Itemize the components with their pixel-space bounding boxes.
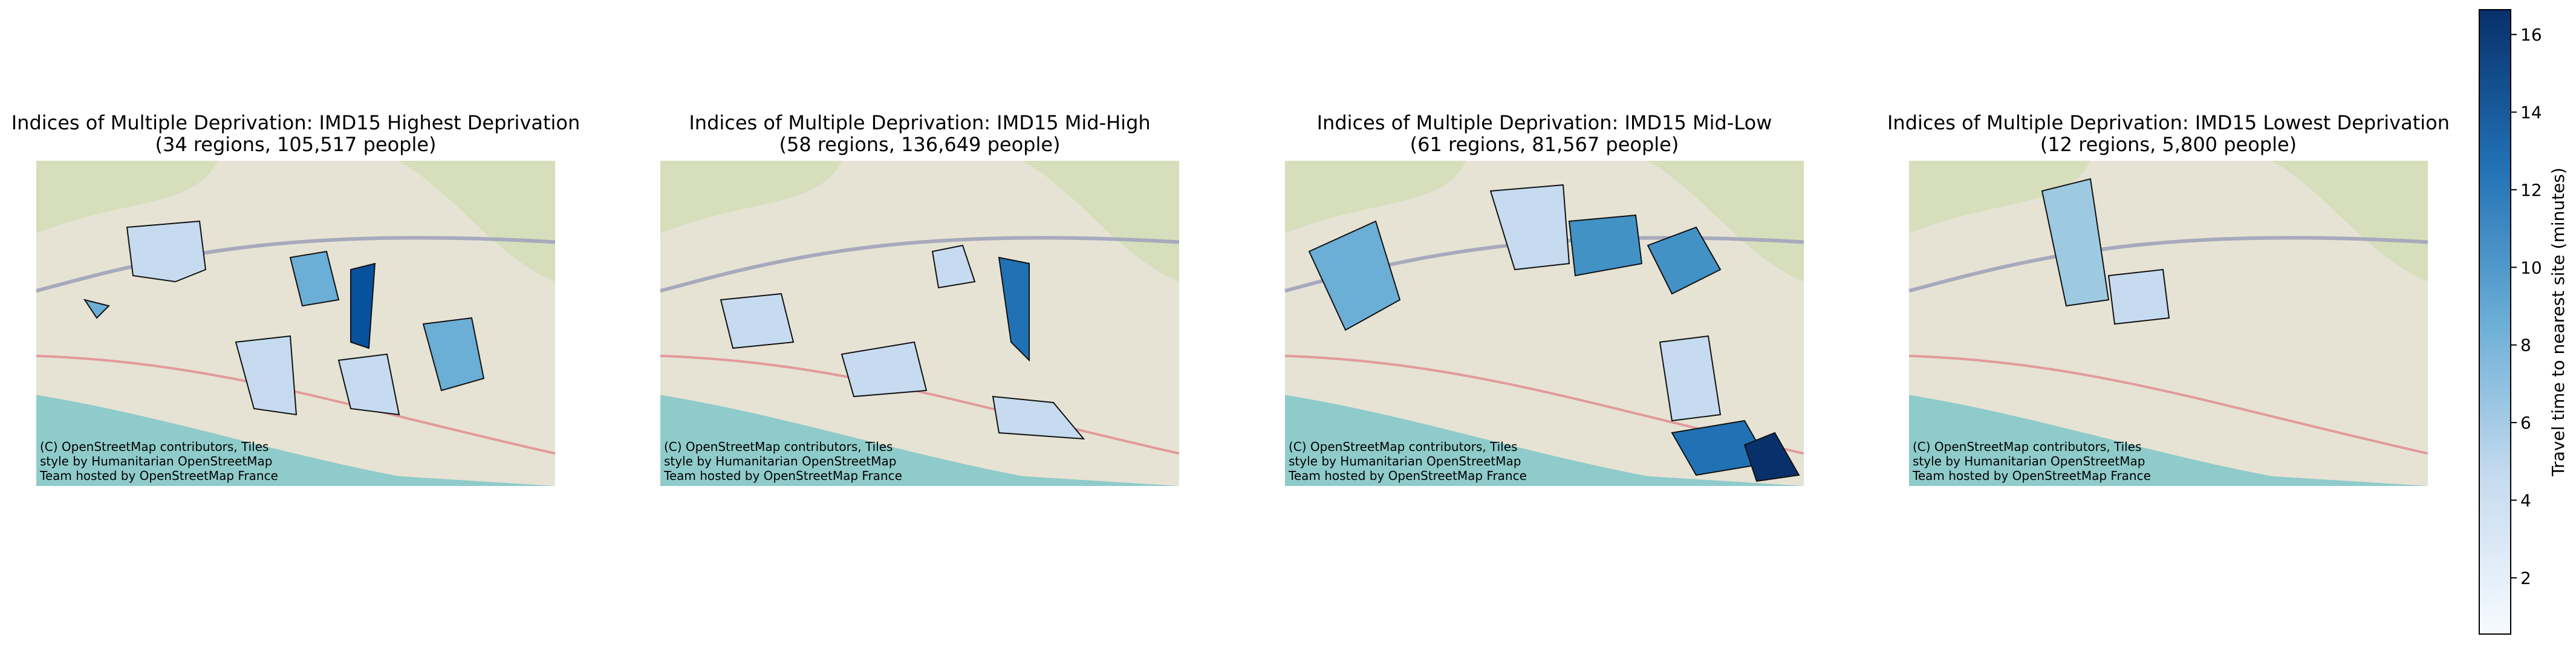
road [1908,236,2428,293]
panel-subtitle: (12 regions, 5,800 people) [2040,133,2297,156]
attribution: style by Humanitarian OpenStreetMap [1913,454,2145,468]
attribution: (C) OpenStreetMap contributors, Tiles [1913,439,2141,454]
sea [1909,395,2428,486]
region [350,262,376,349]
panel-subtitle: (34 regions, 105,517 people) [155,133,436,156]
colorbar-tick-label: 14 [2520,102,2542,122]
attribution: (C) OpenStreetMap contributors, Tiles [40,439,268,454]
attribution: Team hosted by OpenStreetMap France [1288,468,1527,483]
attribution: style by Humanitarian OpenStreetMap [1289,454,1521,468]
panel-subtitle: (61 regions, 81,567 people) [1410,133,1679,156]
map-panel: (C) OpenStreetMap contributors, Tilessty… [36,161,556,486]
region [2107,268,2170,325]
road [36,236,556,293]
region [992,395,1085,440]
region [1743,432,1800,482]
region [126,220,207,283]
region [83,299,110,319]
colorbar [2479,9,2511,635]
colorbar-tick-label: 16 [2520,25,2542,45]
sea [36,395,555,486]
attribution: (C) OpenStreetMap contributors, Tiles [1289,439,1517,454]
land-green [1285,161,1804,282]
map-panel: (C) OpenStreetMap contributors, Tilessty… [1908,161,2428,486]
region [720,293,795,349]
panel-title: Indices of Multiple Deprivation: IMD15 H… [11,111,581,134]
colorbar-tick-label: 12 [2520,180,2542,200]
region [2041,178,2110,307]
region [841,341,928,398]
region [337,353,400,416]
land-green [1909,161,2428,282]
region [289,250,340,307]
attribution: Team hosted by OpenStreetMap France [1912,468,2151,483]
sea [660,395,1179,486]
colorbar-tick-label: 2 [2520,568,2531,588]
panel-title: Indices of Multiple Deprivation: IMD15 M… [689,111,1150,134]
region [1308,220,1401,331]
attribution: Team hosted by OpenStreetMap France [39,468,278,483]
colorbar-tick-label: 4 [2520,491,2531,511]
colorbar-tick-label: 8 [2520,335,2531,355]
attribution: style by Humanitarian OpenStreetMap [40,454,272,468]
colorbar-label: Travel time to nearest site (minutes) [2548,167,2568,477]
panel-subtitle: (58 regions, 136,649 people) [779,133,1060,156]
panel-title: Indices of Multiple Deprivation: IMD15 L… [1887,111,2450,134]
region [1647,226,1722,295]
road [1908,354,2428,455]
region [422,317,485,392]
panel-title: Indices of Multiple Deprivation: IMD15 M… [1317,111,1772,134]
region [235,335,298,416]
attribution: (C) OpenStreetMap contributors, Tiles [664,439,893,454]
land-green [36,161,555,282]
attribution: Team hosted by OpenStreetMap France [663,468,902,483]
road [660,236,1180,293]
attribution: style by Humanitarian OpenStreetMap [664,454,896,468]
region [1659,335,1722,422]
colorbar-tick-label: 6 [2520,413,2531,433]
region [1568,214,1643,277]
colorbar-tick-label: 10 [2520,257,2542,277]
land-green [660,161,1179,282]
map-panel: (C) OpenStreetMap contributors, Tilessty… [1284,161,1804,486]
region [998,256,1030,362]
sea [1285,395,1804,486]
map-panel: (C) OpenStreetMap contributors, Tilessty… [660,161,1180,486]
region [931,244,976,289]
region [1489,184,1570,271]
